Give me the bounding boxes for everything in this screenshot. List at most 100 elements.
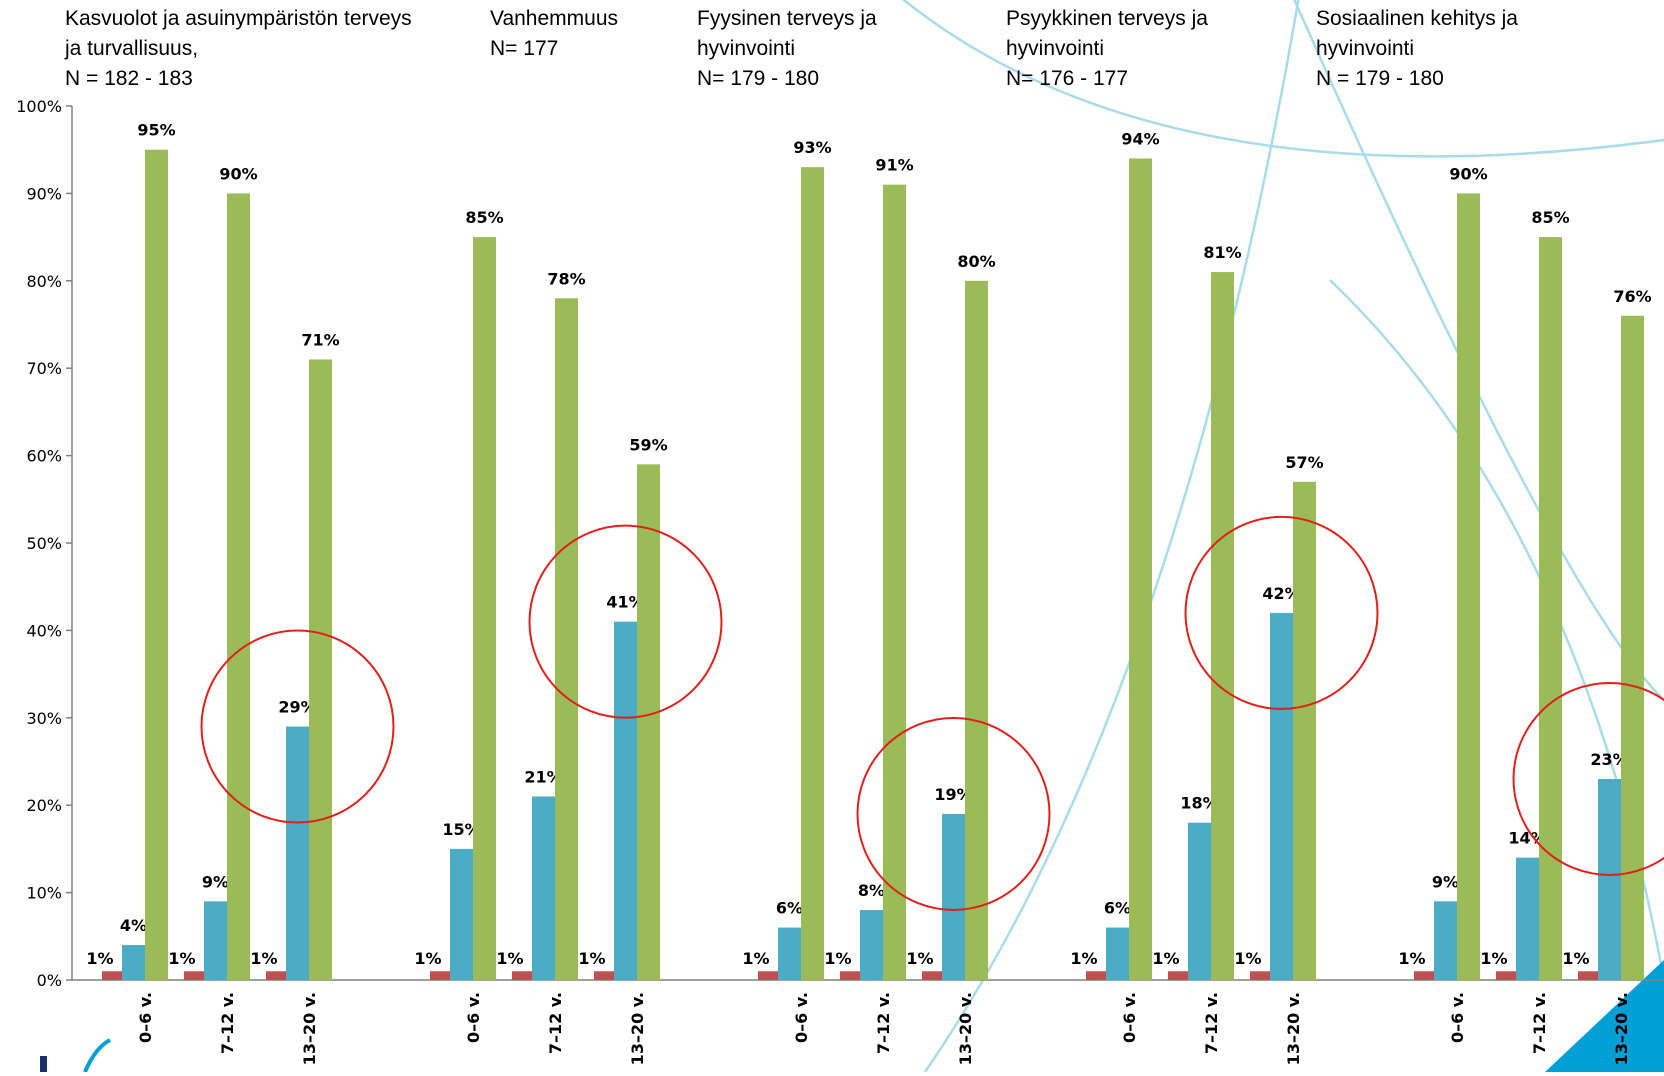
bar xyxy=(942,814,965,980)
x-category-label: 0–6 v. xyxy=(464,992,483,1043)
data-label: 1% xyxy=(1480,949,1507,968)
decor-arc xyxy=(85,1040,110,1072)
data-label: 9% xyxy=(202,872,229,891)
bar xyxy=(1270,613,1293,980)
group-title-line: N= 176 - 177 xyxy=(1006,64,1208,94)
bar xyxy=(473,237,496,980)
bar xyxy=(1293,482,1316,980)
bar xyxy=(1457,193,1480,980)
x-category-label: 7–12 v. xyxy=(546,992,565,1054)
data-label: 94% xyxy=(1121,129,1159,148)
bar xyxy=(430,971,453,980)
data-label: 1% xyxy=(1234,949,1261,968)
group-title-line: Psyykkinen terveys ja xyxy=(1006,4,1208,34)
group-title-line: Kasvuolot ja asuinympäristön terveys xyxy=(65,4,412,34)
bar xyxy=(883,185,906,980)
data-label: 91% xyxy=(875,156,913,175)
bar xyxy=(1211,272,1234,980)
y-tick-label: 0% xyxy=(37,971,62,990)
bar xyxy=(555,298,578,980)
data-label: 1% xyxy=(496,949,523,968)
data-label: 6% xyxy=(776,899,803,918)
y-tick-label: 70% xyxy=(26,359,62,378)
bar xyxy=(758,971,781,980)
y-tick-label: 10% xyxy=(26,884,62,903)
data-label: 1% xyxy=(1152,949,1179,968)
data-label: 85% xyxy=(1531,208,1569,227)
data-label: 1% xyxy=(824,949,851,968)
group-title-line: Fyysinen terveys ja xyxy=(697,4,877,34)
bar xyxy=(1621,316,1644,980)
bar xyxy=(965,281,988,980)
data-label: 71% xyxy=(301,330,339,349)
x-category-label: 13–20 v. xyxy=(1284,992,1303,1065)
data-label: 90% xyxy=(1449,164,1487,183)
data-label: 59% xyxy=(629,435,667,454)
decor-arc xyxy=(880,0,1664,156)
bar xyxy=(637,464,660,980)
data-label: 4% xyxy=(120,916,147,935)
data-label: 95% xyxy=(137,121,175,140)
bar xyxy=(450,849,473,980)
data-label: 80% xyxy=(957,252,995,271)
data-label: 1% xyxy=(168,949,195,968)
bar xyxy=(614,622,637,980)
x-category-label: 13–20 v. xyxy=(300,992,319,1065)
bar xyxy=(1129,158,1152,980)
data-label: 93% xyxy=(793,138,831,157)
data-label: 1% xyxy=(1562,949,1589,968)
y-tick-label: 60% xyxy=(26,447,62,466)
group-title-line: Vanhemmuus xyxy=(490,4,618,34)
x-category-label: 0–6 v. xyxy=(1120,992,1139,1043)
data-label: 1% xyxy=(1398,949,1425,968)
group-title-line: hyvinvointi xyxy=(697,34,877,64)
data-label: 1% xyxy=(578,949,605,968)
data-label: 81% xyxy=(1203,243,1241,262)
x-category-label: 7–12 v. xyxy=(1202,992,1221,1054)
y-tick-label: 80% xyxy=(26,272,62,291)
bar xyxy=(801,167,824,980)
bar xyxy=(778,928,801,980)
data-label: 1% xyxy=(906,949,933,968)
x-category-label: 13–20 v. xyxy=(956,992,975,1065)
bar xyxy=(1106,928,1129,980)
bar xyxy=(266,971,289,980)
bar xyxy=(102,971,125,980)
data-label: 90% xyxy=(219,164,257,183)
bar xyxy=(594,971,617,980)
bar xyxy=(860,910,883,980)
x-category-label: 0–6 v. xyxy=(136,992,155,1043)
data-label: 6% xyxy=(1104,899,1131,918)
x-category-label: 7–12 v. xyxy=(1530,992,1549,1054)
bar xyxy=(512,971,535,980)
group-title-line: N= 179 - 180 xyxy=(697,64,877,94)
data-label: 85% xyxy=(465,208,503,227)
data-label: 8% xyxy=(858,881,885,900)
bar xyxy=(1250,971,1273,980)
bar xyxy=(1188,823,1211,980)
bar xyxy=(1578,971,1601,980)
bar xyxy=(1434,901,1457,980)
bar xyxy=(1598,779,1621,980)
bar xyxy=(1168,971,1191,980)
group-title-line: N = 179 - 180 xyxy=(1316,64,1518,94)
y-tick-label: 90% xyxy=(26,184,62,203)
x-category-label: 7–12 v. xyxy=(874,992,893,1054)
logo-mark xyxy=(40,1056,47,1072)
x-category-label: 0–6 v. xyxy=(1448,992,1467,1043)
data-label: 76% xyxy=(1613,287,1651,306)
data-label: 9% xyxy=(1432,872,1459,891)
data-label: 1% xyxy=(1070,949,1097,968)
bar xyxy=(145,150,168,980)
group-title-line: Sosiaalinen kehitys ja xyxy=(1316,4,1518,34)
data-label: 1% xyxy=(414,949,441,968)
x-category-label: 13–20 v. xyxy=(1612,992,1631,1065)
bar xyxy=(1539,237,1562,980)
